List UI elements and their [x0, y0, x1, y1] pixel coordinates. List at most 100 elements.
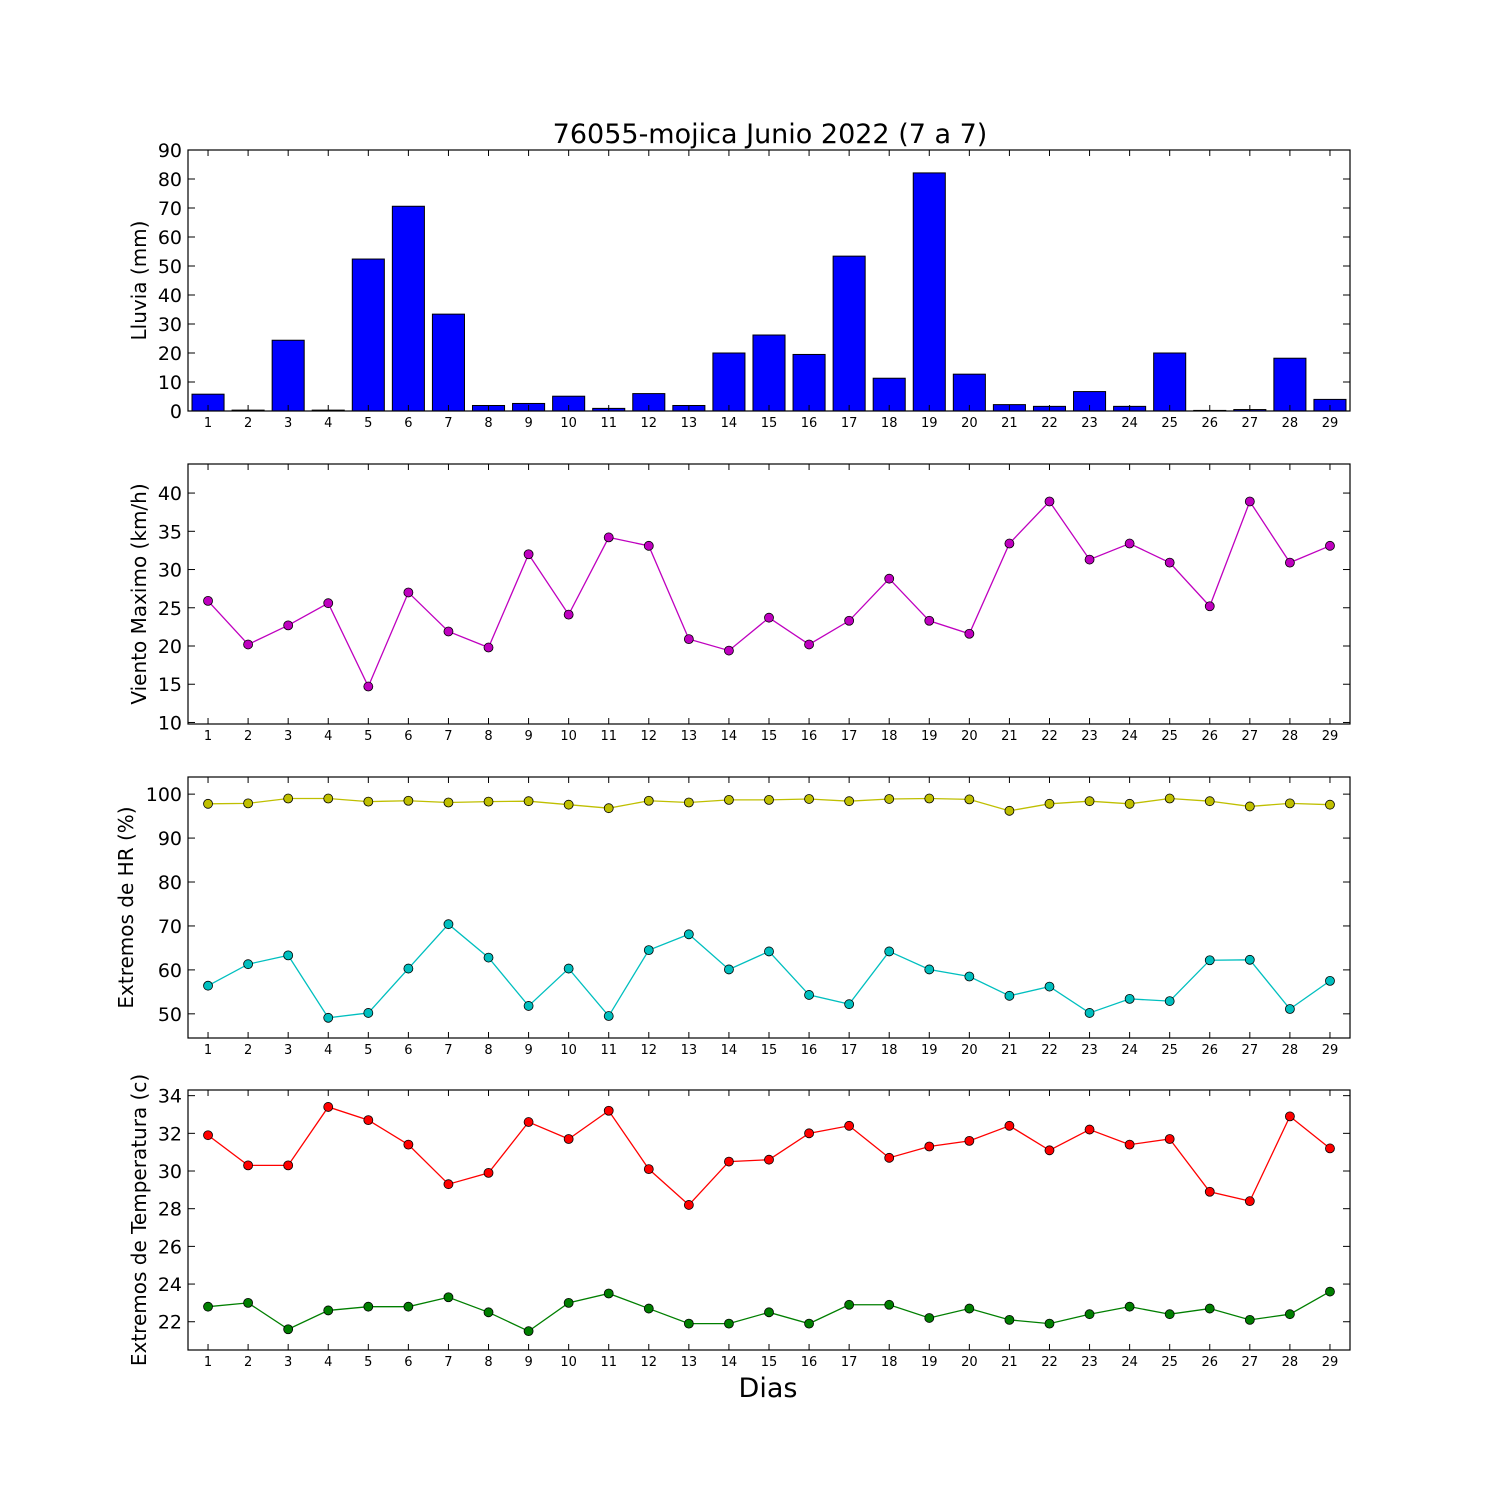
point-s1-day-3 — [283, 1160, 294, 1171]
point-s2-day-24 — [1124, 993, 1135, 1004]
bar-day-20 — [952, 373, 986, 412]
point-s1-day-15 — [764, 794, 774, 805]
x-tick-label: 21 — [1001, 1043, 1018, 1058]
x-tick-label: 7 — [444, 1043, 452, 1058]
x-tick-label: 15 — [761, 416, 778, 431]
y-tick-label: 24 — [158, 1274, 182, 1296]
y-tick-label: 90 — [158, 140, 182, 162]
bar-day-7 — [431, 313, 465, 412]
x-tick-label: 23 — [1081, 729, 1098, 744]
x-tick-label: 28 — [1282, 729, 1299, 744]
point-s2-day-24 — [1124, 1301, 1135, 1312]
x-tick-label: 27 — [1242, 729, 1259, 744]
x-tick-label: 1 — [204, 416, 212, 431]
x-tick-label: 15 — [761, 1355, 778, 1370]
x-tick-label: 22 — [1041, 1355, 1058, 1370]
x-tick-label: 10 — [560, 1043, 577, 1058]
point-s1-day-4 — [323, 793, 334, 804]
y-tick-label: 50 — [158, 1004, 182, 1026]
point-s1-day-17 — [844, 796, 855, 807]
x-tick-label: 29 — [1322, 729, 1339, 744]
point-s2-day-12 — [643, 945, 654, 956]
y-tick-label: 30 — [158, 560, 182, 582]
x-tick-label: 8 — [484, 416, 492, 431]
x-tick-label: 16 — [801, 416, 818, 431]
x-tick-label: 20 — [961, 729, 978, 744]
point-s1-day-27 — [1244, 1196, 1255, 1207]
x-tick-label: 6 — [404, 1355, 412, 1370]
x-tick-label: 8 — [484, 1355, 492, 1370]
x-tick-label: 28 — [1282, 416, 1299, 431]
point-s1-day-2 — [243, 639, 254, 650]
point-s1-day-11 — [603, 1105, 614, 1116]
x-tick-label: 14 — [721, 1043, 738, 1058]
x-tick-label: 2 — [244, 416, 252, 431]
x-tick-label: 14 — [721, 1355, 738, 1370]
x-tick-label: 29 — [1322, 1043, 1339, 1058]
point-s1-day-1 — [203, 595, 213, 606]
x-tick-label: 24 — [1121, 416, 1138, 431]
point-s2-day-19 — [924, 964, 935, 975]
point-s2-day-12 — [643, 1303, 654, 1314]
x-tick-label: 26 — [1201, 1043, 1218, 1058]
point-s2-day-18 — [884, 946, 895, 957]
point-s1-day-9 — [523, 549, 534, 560]
x-tick-label: 2 — [244, 1355, 252, 1370]
x-tick-label: 26 — [1201, 416, 1218, 431]
point-s1-day-3 — [283, 793, 294, 804]
point-s1-day-17 — [844, 615, 855, 626]
x-tick-label: 7 — [444, 729, 452, 744]
point-s1-day-20 — [964, 628, 975, 639]
x-tick-label: 21 — [1001, 729, 1018, 744]
point-s1-day-5 — [363, 796, 374, 807]
point-s2-day-2 — [243, 959, 254, 970]
point-s2-day-11 — [603, 1011, 614, 1021]
point-s2-day-13 — [683, 1318, 694, 1329]
y-tick-label: 90 — [158, 828, 182, 850]
point-s2-day-23 — [1084, 1008, 1095, 1018]
x-tick-label: 4 — [324, 729, 332, 744]
y-tick-label: 32 — [158, 1123, 182, 1145]
point-s2-day-4 — [323, 1305, 334, 1316]
point-s1-day-18 — [884, 1152, 895, 1163]
point-s2-day-27 — [1244, 1314, 1255, 1325]
x-tick-label: 3 — [284, 416, 292, 431]
x-tick-label: 27 — [1242, 1355, 1259, 1370]
x-tick-label: 23 — [1081, 1043, 1098, 1058]
x-tick-label: 19 — [921, 416, 938, 431]
point-s1-day-12 — [643, 540, 654, 551]
x-tick-label: 28 — [1282, 1043, 1299, 1058]
x-tick-label: 16 — [801, 1043, 818, 1058]
point-s1-day-28 — [1284, 557, 1295, 568]
point-s2-day-22 — [1044, 981, 1055, 992]
point-s2-day-29 — [1325, 975, 1335, 986]
x-tick-label: 8 — [484, 1043, 492, 1058]
x-tick-label: 22 — [1041, 416, 1058, 431]
panel-2: 1 2 3 4 5 6 7 8 9 10 11 12 13 14 15 16 17 18 19 20 21 22 23 24 2… — [127, 463, 1351, 744]
point-s1-day-5 — [363, 681, 374, 692]
x-tick-label: 14 — [721, 416, 738, 431]
x-tick-label: 8 — [484, 729, 492, 744]
x-tick-label: 14 — [721, 729, 738, 744]
x-tick-label: 28 — [1282, 1355, 1299, 1370]
x-tick-label: 13 — [681, 1043, 698, 1058]
x-tick-label: 19 — [921, 1355, 938, 1370]
x-tick-label: 11 — [600, 416, 617, 431]
point-s1-day-19 — [924, 1141, 935, 1152]
point-s1-day-13 — [683, 797, 694, 808]
x-tick-label: 17 — [841, 1355, 858, 1370]
x-tick-label: 1 — [204, 1355, 212, 1370]
y-tick-label: 60 — [158, 227, 182, 249]
x-tick-label: 18 — [881, 416, 898, 431]
x-tick-label: 3 — [284, 1355, 292, 1370]
point-s2-day-5 — [363, 1008, 374, 1018]
point-s1-day-7 — [443, 1179, 454, 1190]
x-tick-label: 2 — [244, 729, 252, 744]
point-s2-day-18 — [884, 1299, 895, 1310]
x-tick-label: 12 — [641, 1043, 658, 1058]
point-s1-day-13 — [683, 1200, 694, 1210]
point-s1-day-18 — [884, 794, 895, 804]
x-tick-label: 13 — [681, 416, 698, 431]
x-tick-label: 3 — [284, 1043, 292, 1058]
